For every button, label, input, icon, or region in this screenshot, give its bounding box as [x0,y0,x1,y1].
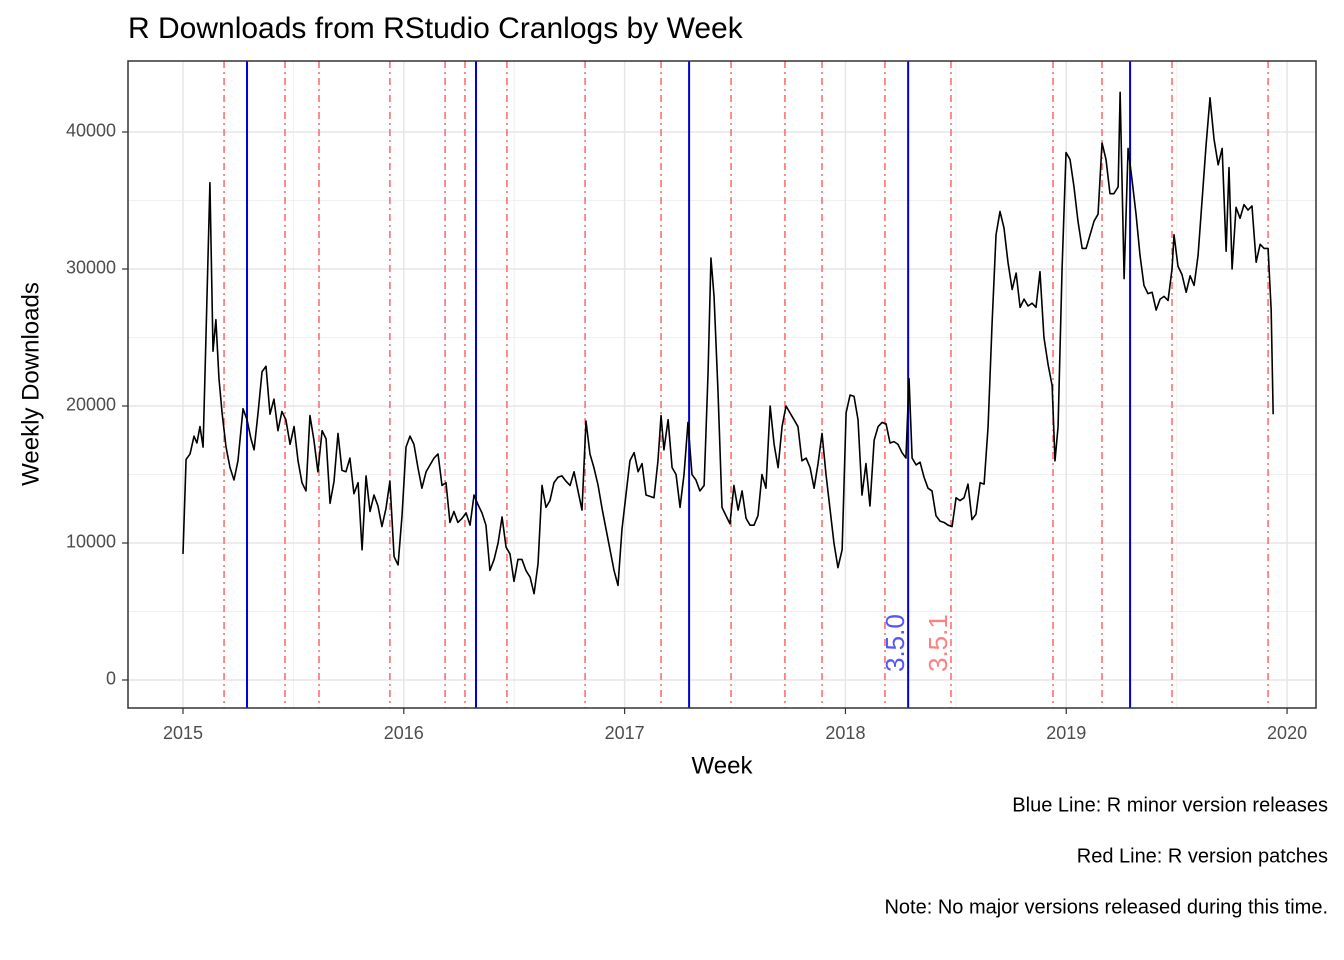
x-tick-label: 2020 [1267,723,1307,743]
y-tick-label: 10000 [66,532,116,552]
x-tick-label: 2019 [1046,723,1086,743]
caption: Blue Line: R minor version releases [1012,794,1328,816]
x-axis-label: Week [692,752,754,779]
y-tick-label: 0 [106,669,116,689]
series-line [182,91,1274,595]
x-tick-label: 2017 [605,723,645,743]
y-axis-label: Weekly Downloads [17,282,44,486]
version-label: 3.5.1 [923,614,953,672]
caption: Note: No major versions released during … [884,896,1328,918]
x-tick-label: 2016 [384,723,424,743]
caption: Red Line: R version patches [1077,845,1328,867]
chart-title: R Downloads from RStudio Cranlogs by Wee… [128,12,744,45]
panel-border [127,60,1317,709]
y-tick-label: 20000 [66,395,116,415]
version-label: 3.5.0 [880,614,910,672]
y-tick-label: 30000 [66,258,116,278]
y-tick-label: 40000 [66,121,116,141]
x-tick-label: 2018 [825,723,865,743]
x-tick-label: 2015 [163,723,203,743]
